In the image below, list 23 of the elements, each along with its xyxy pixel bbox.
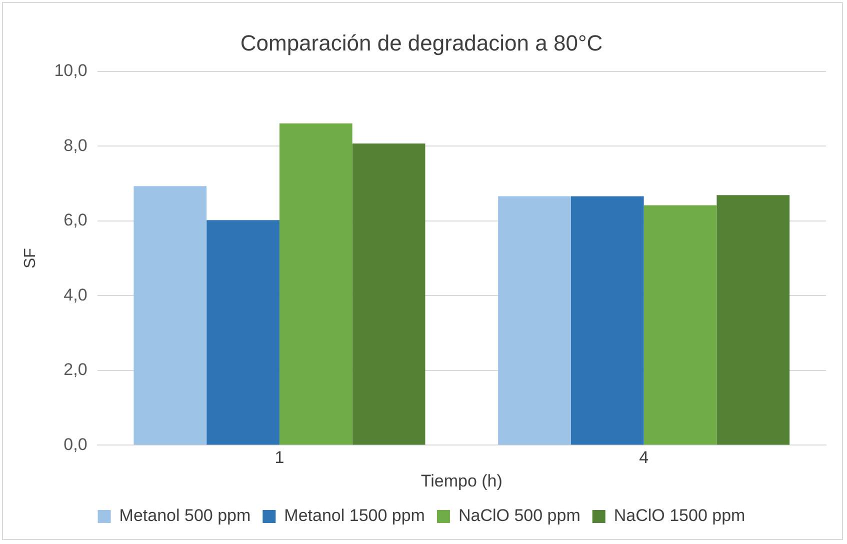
chart-title: Comparación de degradacion a 80°C — [240, 30, 603, 56]
y-tick-label: 10,0 — [54, 61, 88, 80]
x-axis-title: Tiempo (h) — [420, 471, 502, 490]
legend-label: NaClO 500 ppm — [458, 506, 580, 526]
bar — [570, 196, 644, 445]
y-tick-label: 2,0 — [64, 360, 88, 380]
y-tick-label: 6,0 — [64, 210, 88, 230]
legend-label: NaClO 1500 ppm — [614, 506, 746, 526]
bar — [498, 196, 571, 445]
bar — [352, 144, 426, 445]
y-tick-label: 8,0 — [64, 136, 88, 155]
bar — [716, 195, 790, 445]
bar — [134, 186, 207, 445]
y-axis-title: SF — [22, 248, 40, 269]
legend-label: Metanol 500 ppm — [119, 506, 251, 526]
bar — [206, 220, 280, 445]
bar — [279, 123, 352, 445]
y-tick-label: 4,0 — [64, 285, 88, 304]
x-tick-label: 4 — [639, 448, 649, 468]
x-tick-label: 1 — [274, 448, 284, 468]
y-tick-label: 0,0 — [64, 434, 88, 454]
legend-label: Metanol 1500 ppm — [284, 506, 425, 526]
bar — [644, 205, 717, 445]
